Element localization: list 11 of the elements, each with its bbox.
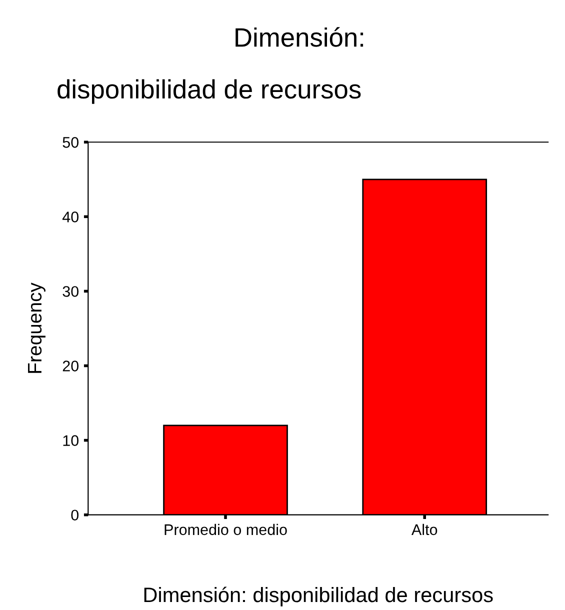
chart-title: Dimensión: disponibilidad de recursos	[58, 27, 364, 104]
text: Dimensión: disponibilidad de recursos	[144, 586, 493, 606]
y-tick-label: 30	[62, 286, 79, 297]
x-tick-label: Promedio o medio	[164, 524, 287, 536]
x-tick-label: Alto	[411, 524, 438, 536]
y-tick-label: 10	[63, 435, 79, 446]
y-tick-label: 20	[62, 360, 79, 372]
y-tick-label: 0	[71, 510, 79, 521]
y-tick-label: 40	[62, 212, 79, 222]
y-axis-title: Frequency	[28, 282, 46, 373]
y-tick-label: 50	[62, 137, 79, 148]
